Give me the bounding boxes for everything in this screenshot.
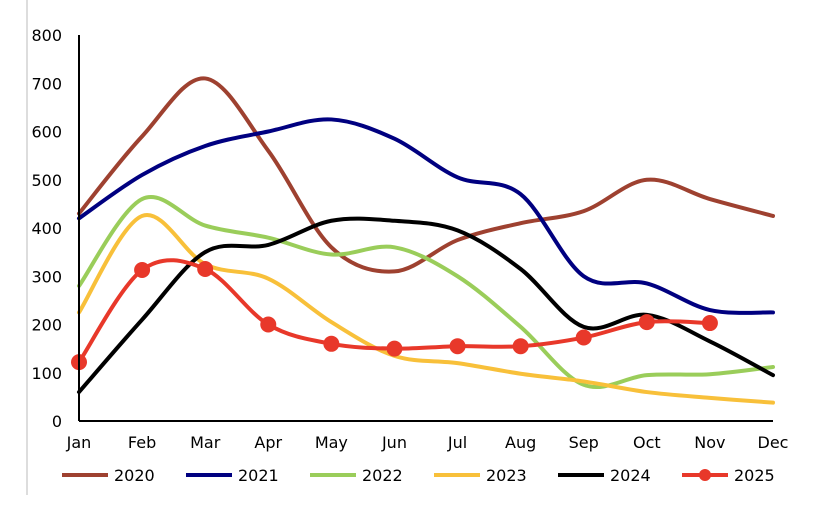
legend-item-2023: 2023: [434, 466, 527, 485]
x-tick-label: Feb: [128, 433, 156, 452]
data-point-2025: [575, 329, 592, 346]
x-tick-label: Dec: [758, 433, 789, 452]
legend-item-2020: 2020: [62, 466, 155, 485]
series-line-2020: [77, 76, 775, 274]
series-line-2022: [77, 195, 775, 390]
legend-label: 2023: [486, 466, 527, 485]
series-line-2025: [77, 258, 712, 365]
data-point-2025: [386, 340, 403, 357]
x-tick-label: Nov: [694, 433, 725, 452]
x-tick-label: Mar: [190, 433, 221, 452]
y-tick-label: 500: [31, 171, 62, 190]
data-point-2025: [701, 315, 718, 332]
data-point-2025: [197, 261, 214, 278]
legend-item-2021: 2021: [186, 466, 279, 485]
y-tick-label: 400: [31, 219, 62, 238]
data-point-2025: [323, 335, 340, 352]
legend-label: 2025: [734, 466, 775, 485]
y-tick-label: 300: [31, 267, 62, 286]
x-tick-label: May: [315, 433, 348, 452]
x-tick-label: Aug: [505, 433, 536, 452]
y-tick-label: 600: [31, 123, 62, 142]
legend-item-2025: 2025: [682, 466, 775, 485]
x-tick-label: Jun: [381, 433, 407, 452]
data-point-2025: [260, 316, 277, 333]
y-tick-label: 0: [52, 412, 62, 431]
legend-label: 2024: [610, 466, 651, 485]
legend-label: 2022: [362, 466, 403, 485]
x-tick-label: Jul: [447, 433, 467, 452]
data-point-2025: [134, 261, 151, 278]
legend-label: 2021: [238, 466, 279, 485]
series-line-2021: [77, 117, 775, 315]
x-tick-label: Sep: [569, 433, 599, 452]
legend-item-2022: 2022: [310, 466, 403, 485]
y-tick-label: 700: [31, 74, 62, 93]
data-point-2025: [512, 338, 529, 355]
data-point-2025: [638, 314, 655, 331]
legend-marker: [699, 469, 711, 481]
series-line-2023: [77, 213, 775, 405]
x-tick-label: Oct: [633, 433, 661, 452]
legend-label: 2020: [114, 466, 155, 485]
x-tick-label: Jan: [66, 433, 92, 452]
y-tick-label: 800: [31, 26, 62, 45]
data-point-2025: [449, 338, 466, 355]
x-tick-label: Apr: [254, 433, 282, 452]
y-tick-label: 200: [31, 316, 62, 335]
y-tick-label: 100: [31, 364, 62, 383]
legend-item-2024: 2024: [558, 466, 651, 485]
